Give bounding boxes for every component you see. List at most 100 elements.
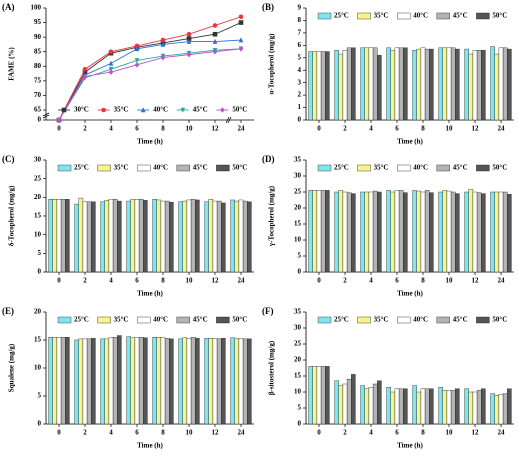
legend-swatch — [317, 12, 332, 20]
bar — [420, 388, 426, 425]
bar — [65, 198, 70, 273]
bar — [351, 47, 356, 121]
bar — [424, 190, 430, 273]
bar — [156, 199, 162, 273]
legend-swatch — [216, 164, 230, 172]
marker — [238, 14, 244, 20]
bar — [316, 51, 322, 121]
bar — [424, 48, 430, 121]
bar — [364, 47, 370, 121]
bar — [464, 388, 469, 425]
bar — [446, 47, 452, 121]
bar — [86, 201, 92, 273]
legend-label: 30°C — [74, 106, 89, 114]
x-tick-label: 24 — [238, 277, 246, 285]
bar — [74, 339, 79, 425]
y-tick-label: 10 — [294, 388, 302, 396]
bar — [346, 47, 352, 121]
bar — [78, 338, 84, 425]
y-tick-label: 5 — [298, 252, 302, 260]
x-tick-label: 0 — [57, 429, 61, 437]
bar — [230, 337, 235, 425]
series-line — [58, 39, 242, 121]
bar — [82, 338, 88, 425]
bar — [346, 379, 352, 425]
bar — [190, 337, 196, 425]
y-tick-label: 15 — [294, 372, 302, 380]
bar — [464, 48, 469, 121]
y-tick-label: 15 — [34, 336, 42, 344]
bar — [164, 200, 170, 273]
bar — [372, 190, 378, 273]
panel-title: (C) — [2, 154, 15, 164]
bar — [481, 388, 486, 425]
bar — [91, 338, 96, 425]
legend-label: 45°C — [193, 316, 208, 324]
marker — [220, 107, 225, 113]
bar — [416, 48, 422, 121]
bar — [368, 387, 374, 425]
panel-title: (D) — [262, 154, 275, 164]
legend-label: 25°C — [74, 164, 89, 172]
x-tick-label: 12 — [472, 429, 480, 437]
x-tick-label: 0 — [57, 277, 61, 285]
legend-swatch — [436, 316, 450, 324]
bar — [325, 51, 330, 121]
bar — [316, 190, 322, 273]
marker — [212, 38, 218, 44]
bar — [368, 191, 374, 273]
bar — [320, 190, 326, 273]
axis-break — [42, 112, 50, 117]
bar — [490, 393, 495, 425]
x-tick-label: 10 — [186, 277, 194, 285]
axis-break — [227, 116, 232, 124]
bar — [74, 203, 79, 273]
y-tick-label: 70 — [34, 91, 42, 99]
x-axis-label: Time (h) — [397, 442, 423, 450]
bar — [502, 191, 508, 273]
x-axis-label: Time (h) — [137, 138, 163, 146]
bar — [398, 388, 404, 425]
bar — [338, 53, 344, 121]
bar — [320, 51, 326, 121]
bar — [412, 190, 417, 273]
y-axis-label: α-Tocopherol (mg/g) — [268, 33, 276, 95]
bar — [169, 338, 174, 425]
bar — [416, 391, 422, 425]
bar — [390, 191, 396, 273]
bar — [468, 391, 474, 425]
x-tick-label: 2 — [83, 277, 87, 285]
marker — [108, 49, 114, 55]
bar — [242, 338, 248, 425]
bar — [442, 390, 448, 425]
x-tick-label: 8 — [421, 125, 425, 133]
bar — [334, 191, 339, 273]
bar — [108, 198, 114, 273]
bar — [472, 391, 478, 425]
y-tick-label: 8 — [298, 16, 302, 24]
bar — [234, 200, 240, 273]
y-tick-label: 0 — [298, 268, 302, 276]
bar — [494, 395, 500, 425]
x-tick-label: 2 — [343, 429, 347, 437]
x-tick-label: 0 — [317, 277, 321, 285]
bar — [230, 199, 235, 273]
legend-swatch — [397, 316, 411, 324]
y-tick-label: 9 — [298, 4, 302, 12]
bar — [164, 338, 170, 425]
bar — [325, 366, 330, 425]
legend-label: 45°C — [453, 12, 468, 20]
y-tick-label: 2 — [298, 91, 302, 99]
bar — [455, 193, 460, 273]
bar — [208, 198, 214, 273]
bar — [429, 48, 434, 121]
x-tick-label: 6 — [395, 429, 399, 437]
bar — [338, 190, 344, 273]
legend-swatch — [476, 12, 490, 20]
bar — [351, 374, 356, 425]
bar — [134, 337, 140, 425]
x-tick-label: 8 — [161, 429, 165, 437]
bar — [502, 393, 508, 425]
bar — [502, 47, 508, 121]
